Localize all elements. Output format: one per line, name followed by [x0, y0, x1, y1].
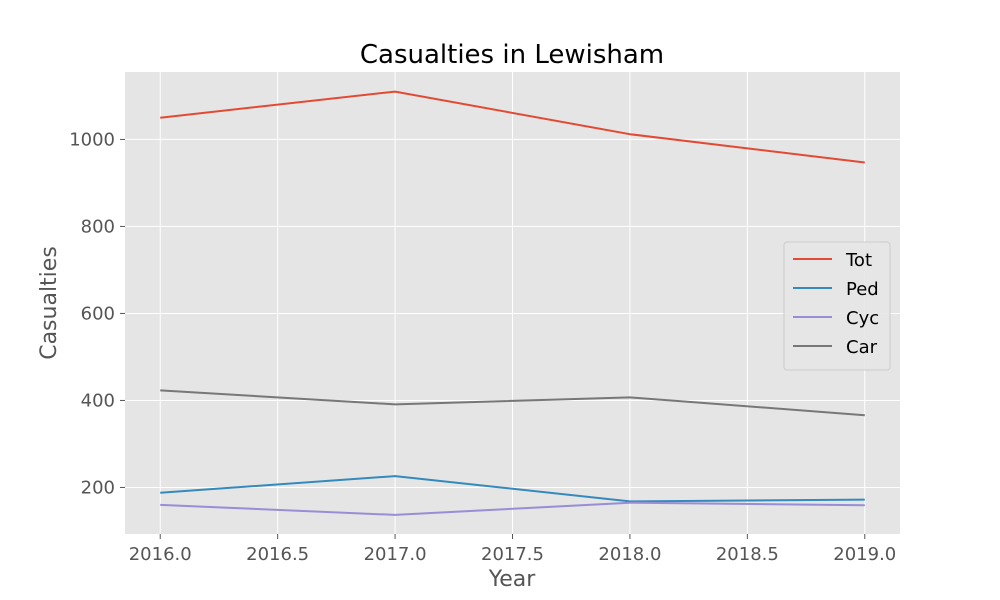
series-line-ped	[160, 475, 865, 503]
x-tick-labels: 2016.0 2016.5 2017.0 2017.5 2018.0 2018.5 2019…	[129, 534, 896, 565]
legend-label-cyc: Cyc	[846, 308, 879, 329]
y-tick-label: 600	[81, 303, 115, 324]
x-tick-label: 2017.5	[481, 544, 544, 565]
x-tick-label: 2019.0	[833, 544, 896, 565]
legend-box	[783, 241, 891, 371]
legend-label-ped: Ped	[846, 279, 879, 300]
series-lines	[160, 90, 865, 516]
legend: Tot Ped Cyc Car	[783, 241, 891, 371]
x-tick-label: 2017.0	[364, 544, 427, 565]
y-tick-label: 800	[81, 216, 115, 237]
y-tick-label: 400	[81, 390, 115, 411]
x-tick-label: 2016.0	[129, 544, 192, 565]
x-tick-label: 2016.5	[246, 544, 309, 565]
y-axis-label: Casualties	[37, 246, 62, 360]
series-line-car	[160, 389, 865, 417]
x-tick-label: 2018.5	[716, 544, 779, 565]
legend-label-car: Car	[846, 337, 878, 358]
legend-label-tot: Tot	[845, 250, 872, 271]
x-tick-label: 2018.0	[598, 544, 661, 565]
x-axis-label: Year	[488, 567, 537, 592]
chart-title: Casualties in Lewisham	[360, 40, 664, 70]
series-line-tot	[160, 90, 865, 164]
series-line-cyc	[160, 501, 865, 516]
y-tick-labels: 200 400 600 800 1000	[69, 129, 125, 498]
y-tick-label: 200	[81, 477, 115, 498]
y-tick-label: 1000	[69, 129, 115, 150]
